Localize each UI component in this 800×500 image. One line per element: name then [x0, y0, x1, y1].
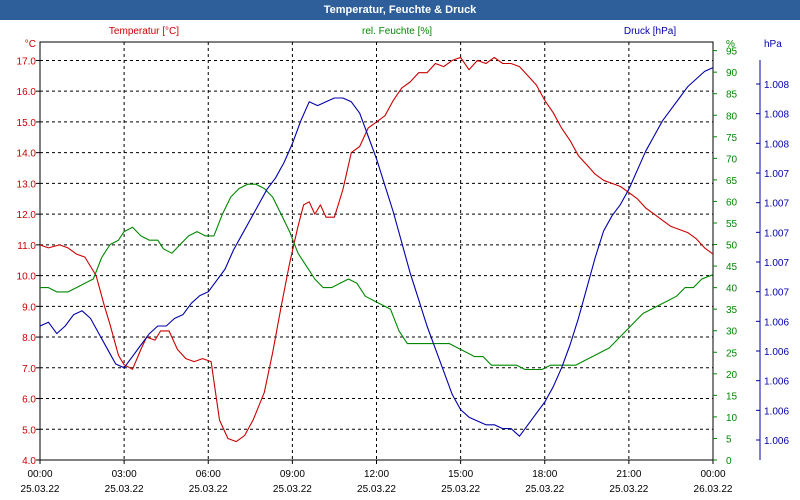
humidity-tick-label: 10	[726, 413, 738, 424]
chart-background	[0, 20, 800, 500]
temp-tick-label: 15.0	[17, 118, 37, 129]
humidity-tick-label: 35	[726, 305, 738, 316]
humidity-tick-label: 25	[726, 348, 738, 359]
temp-tick-label: 4.0	[22, 456, 36, 467]
x-tick-label-time: 12:00	[364, 469, 389, 480]
pressure-line	[39, 67, 714, 437]
pressure-axis-title: Druck [hPa]	[624, 26, 676, 37]
pressure-tick-label: 1.007	[764, 288, 789, 299]
x-tick-label-time: 03:00	[112, 469, 137, 480]
humidity-tick-label: 30	[726, 327, 738, 338]
humidity-tick-label: 60	[726, 197, 738, 208]
pressure-tick-label: 1.007	[764, 258, 789, 269]
humidity-tick-label: 15	[726, 391, 738, 402]
pressure-tick-label: 1.008	[764, 80, 789, 91]
humidity-line	[40, 183, 714, 371]
pressure-tick-label: 1.007	[764, 199, 789, 210]
temp-tick-label: 10.0	[17, 272, 37, 283]
pressure-tick-label: 1.006	[764, 406, 789, 417]
pressure-tick-label: 1.007	[764, 169, 789, 180]
tick-labels: 00:00 25.03.22 03:00 25.03.22 06:00 25.03.22 0…	[17, 26, 790, 495]
humidity-tick-label: 50	[726, 241, 738, 252]
temp-tick-label: 7.0	[22, 364, 36, 375]
temp-tick-label: 12.0	[17, 210, 37, 221]
x-tick-label-date: 25.03.22	[609, 484, 648, 495]
x-tick-label-date: 25.03.22	[441, 484, 480, 495]
temp-tick-label: 8.0	[22, 333, 36, 344]
humidity-tick-label: 75	[726, 133, 738, 144]
humidity-tick-label: 20	[726, 370, 738, 381]
pressure-tick-label: 1.008	[764, 110, 789, 121]
series	[39, 56, 714, 443]
temp-axis-title: Temperatur [°C]	[109, 26, 179, 37]
temp-unit-label: °C	[25, 39, 36, 50]
humidity-axis-title: rel. Feuchte [%]	[362, 26, 432, 37]
temp-tick-label: 13.0	[17, 179, 37, 190]
x-tick-label-time: 21:00	[616, 469, 641, 480]
temp-tick-label: 6.0	[22, 395, 36, 406]
pressure-tick-label: 1.007	[764, 228, 789, 239]
humidity-tick-label: 95	[726, 47, 738, 58]
humidity-tick-label: 70	[726, 154, 738, 165]
x-tick-label-time: 18:00	[532, 469, 557, 480]
pressure-unit-label: hPa	[764, 39, 782, 50]
temp-tick-label: 9.0	[22, 302, 36, 313]
x-tick-label-date: 25.03.22	[189, 484, 228, 495]
temp-tick-label: 14.0	[17, 149, 37, 160]
humidity-tick-label: 0	[726, 456, 732, 467]
humidity-tick-label: 90	[726, 68, 738, 79]
x-tick-label-date: 25.03.22	[105, 484, 144, 495]
pressure-tick-label: 1.008	[764, 139, 789, 150]
humidity-tick-label: 55	[726, 219, 738, 230]
x-tick-label-date: 25.03.22	[21, 484, 60, 495]
temp-tick-label: 16.0	[17, 87, 37, 98]
humidity-unit-label: %	[726, 39, 735, 50]
humidity-tick-label: 45	[726, 262, 738, 273]
x-tick-label-time: 09:00	[280, 469, 305, 480]
humidity-tick-label: 65	[726, 176, 738, 187]
x-tick-label-time: 00:00	[27, 469, 52, 480]
temp-tick-label: 11.0	[17, 241, 36, 252]
humidity-tick-label: 85	[726, 90, 738, 101]
x-tick-label-date: 25.03.22	[525, 484, 564, 495]
pressure-tick-label: 1.006	[764, 347, 789, 358]
temp-tick-label: 17.0	[17, 56, 37, 67]
chart-title: Temperatur, Feuchte & Druck	[0, 0, 800, 20]
pressure-tick-label: 1.006	[764, 436, 789, 447]
humidity-tick-label: 80	[726, 111, 738, 122]
x-tick-label-date: 25.03.22	[357, 484, 396, 495]
axes	[36, 41, 761, 464]
humidity-tick-label: 40	[726, 284, 738, 295]
x-tick-label-time: 00:00	[700, 469, 725, 480]
humidity-tick-label: 5	[726, 434, 732, 445]
pressure-tick-label: 1.006	[764, 377, 789, 388]
x-tick-label-date: 25.03.22	[273, 484, 312, 495]
pressure-tick-label: 1.006	[764, 317, 789, 328]
x-tick-label-date: 26.03.22	[694, 484, 733, 495]
temp-tick-label: 5.0	[22, 425, 36, 436]
temperature-line	[39, 56, 714, 443]
x-tick-label-time: 15:00	[448, 469, 473, 480]
x-tick-label-time: 06:00	[196, 469, 221, 480]
grid	[40, 42, 713, 461]
